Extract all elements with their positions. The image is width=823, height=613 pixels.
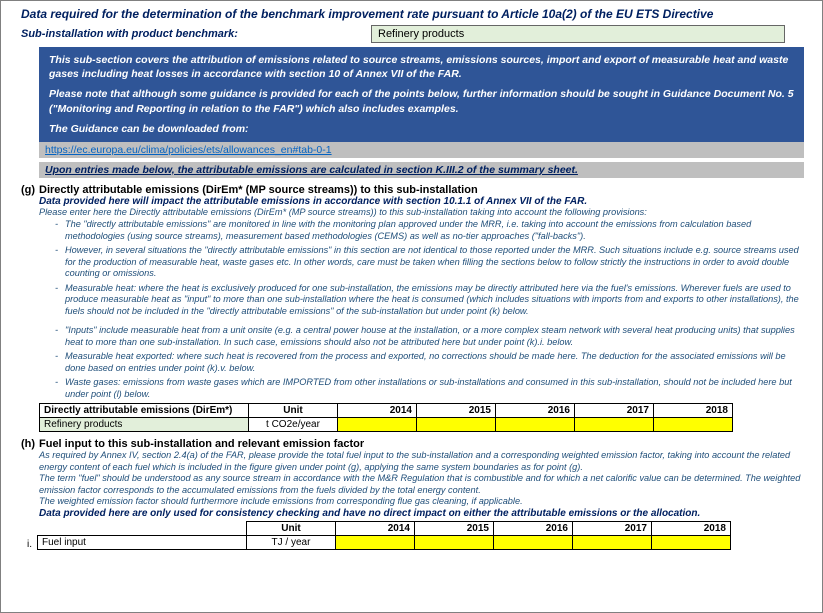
summary-note-box: Upon entries made below, the attributabl… [39,162,804,178]
g-th-2017: 2017 [575,404,654,418]
h-row-unit: TJ / year [247,535,336,549]
h-p1: As required by Annex IV, section 2.4(a) … [39,450,804,473]
h-th-blank [38,521,247,535]
g-table: Directly attributable emissions (DirEm*)… [39,403,733,432]
g-cell-2018[interactable] [654,418,733,432]
g-bullet-1: The "directly attributable emissions" ar… [55,219,804,242]
g-table-row: Refinery products t CO2e/year [40,418,733,432]
g-cell-2015[interactable] [417,418,496,432]
h-row-index: i. [27,539,37,550]
h-row-label: Fuel input [38,535,247,549]
section-g-intro: Please enter here the Directly attributa… [39,207,804,219]
bluebox-p2: Please note that although some guidance … [49,87,794,115]
g-th-2015: 2015 [417,404,496,418]
intro-bluebox: This sub-section covers the attribution … [39,47,804,142]
g-cell-2016[interactable] [496,418,575,432]
h-th-2018: 2018 [652,521,731,535]
sub-install-value[interactable]: Refinery products [371,25,785,43]
section-h-impact: Data provided here are only used for con… [39,508,804,519]
g-cell-2014[interactable] [338,418,417,432]
section-g: (g) Directly attributable emissions (Dir… [21,184,804,433]
h-cell-2015[interactable] [415,535,494,549]
page-root: Data required for the determination of t… [0,0,823,613]
h-th-2015: 2015 [415,521,494,535]
section-g-header: (g) Directly attributable emissions (Dir… [21,184,804,196]
g-th-label: Directly attributable emissions (DirEm*) [40,404,249,418]
section-g-title: Directly attributable emissions (DirEm* … [39,184,478,196]
main-title: Data required for the determination of t… [21,7,814,21]
g-bullet-3: Measurable heat: where the heat is exclu… [55,283,804,318]
h-p2: The term "fuel" should be understood as … [39,473,804,496]
guidance-link[interactable]: https://ec.europa.eu/clima/policies/ets/… [45,144,332,156]
g-bullet-4: "Inputs" include measurable heat from a … [55,325,804,348]
sub-install-label: Sub-installation with product benchmark: [21,28,371,40]
section-g-guidance: Please enter here the Directly attributa… [39,207,804,401]
h-cell-2016[interactable] [494,535,573,549]
g-table-header-row: Directly attributable emissions (DirEm*)… [40,404,733,418]
h-cell-2014[interactable] [336,535,415,549]
summary-note: Upon entries made below, the attributabl… [45,164,578,176]
h-table-row: Fuel input TJ / year [38,535,731,549]
h-table: Unit 2014 2015 2016 2017 2018 Fuel input… [37,521,731,550]
h-th-2014: 2014 [336,521,415,535]
h-th-2016: 2016 [494,521,573,535]
section-g-impact: Data provided here will impact the attri… [39,196,804,207]
h-th-unit: Unit [247,521,336,535]
section-g-letter: (g) [21,184,39,196]
bluebox-p3: The Guidance can be downloaded from: [49,122,794,136]
h-table-header-row: Unit 2014 2015 2016 2017 2018 [38,521,731,535]
section-h-title: Fuel input to this sub-installation and … [39,438,364,450]
g-th-2018: 2018 [654,404,733,418]
g-bullet-6: Waste gases: emissions from waste gases … [55,377,804,400]
section-h-letter: (h) [21,438,39,450]
g-th-unit: Unit [249,404,338,418]
guidance-link-box: https://ec.europa.eu/clima/policies/ets/… [39,142,804,158]
g-bullet-2: However, in several situations the "dire… [55,245,804,280]
section-h-guidance: As required by Annex IV, section 2.4(a) … [39,450,804,508]
g-row-unit: t CO2e/year [249,418,338,432]
sub-install-row: Sub-installation with product benchmark:… [21,25,814,43]
g-bullet-5: Measurable heat exported: where such hea… [55,351,804,374]
h-cell-2017[interactable] [573,535,652,549]
h-table-wrap: i. Unit 2014 2015 2016 2017 2018 Fuel in… [21,519,804,550]
g-th-2014: 2014 [338,404,417,418]
g-th-2016: 2016 [496,404,575,418]
h-cell-2018[interactable] [652,535,731,549]
g-row-label: Refinery products [40,418,249,432]
g-cell-2017[interactable] [575,418,654,432]
h-th-2017: 2017 [573,521,652,535]
section-h-header: (h) Fuel input to this sub-installation … [21,438,804,450]
bluebox-p1: This sub-section covers the attribution … [49,53,794,81]
h-p3: The weighted emission factor should furt… [39,496,804,508]
section-h: (h) Fuel input to this sub-installation … [21,438,804,550]
